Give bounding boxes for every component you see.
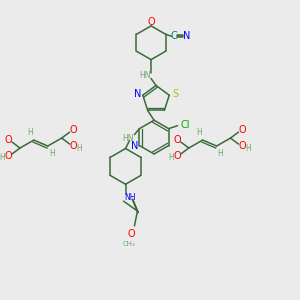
Text: H: H [196,128,202,136]
Text: CH₃: CH₃ [122,241,135,247]
Text: H: H [245,143,251,152]
Text: O: O [4,151,12,161]
Text: Cl: Cl [181,120,190,130]
Text: O: O [173,135,181,145]
Text: N: N [134,89,142,99]
Text: O: O [128,229,135,239]
Text: C: C [170,31,177,41]
Text: H: H [0,153,5,162]
Text: H: H [27,128,33,136]
Text: S: S [172,89,178,99]
Text: O: O [173,151,181,161]
Text: O: O [70,141,77,151]
Text: O: O [238,141,246,151]
Text: O: O [70,125,77,135]
Text: HN: HN [140,71,151,80]
Text: N: N [131,140,138,151]
Text: NH: NH [125,193,136,202]
Text: O: O [4,135,12,145]
Text: O: O [238,125,246,135]
Text: O: O [147,17,155,27]
Text: H: H [77,143,82,152]
Text: N: N [183,31,190,41]
Text: HN: HN [122,134,133,143]
Text: H: H [49,149,55,158]
Polygon shape [133,199,138,213]
Text: H: H [168,153,174,162]
Text: H: H [218,149,224,158]
